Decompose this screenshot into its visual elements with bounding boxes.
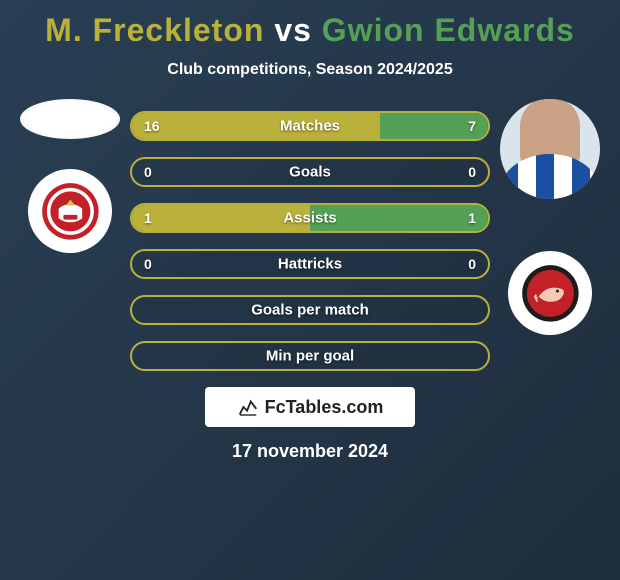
stat-value-right: 0 [468, 164, 476, 180]
player1-name: M. Freckleton [45, 12, 264, 48]
stat-value-left: 0 [144, 164, 152, 180]
avatar-shirt [500, 154, 600, 199]
stat-row: Matches16 7 [130, 111, 490, 141]
branding-text: FcTables.com [265, 397, 384, 418]
stat-label: Hattricks [132, 256, 488, 273]
stat-value-left: 0 [144, 256, 152, 272]
vs-text: vs [274, 12, 312, 48]
player2-club-badge [508, 251, 592, 335]
stats-bars: Matches167Goals00Assists11Hattricks00Goa… [130, 109, 490, 371]
player2-name: Gwion Edwards [322, 12, 575, 48]
stat-label: Min per goal [132, 348, 488, 365]
stat-row: Goals0 0 [130, 157, 490, 187]
subtitle: Club competitions, Season 2024/2025 [10, 61, 610, 79]
chart-icon [237, 396, 259, 418]
player2-avatar [500, 99, 600, 199]
player1-avatar [20, 99, 120, 139]
stat-row: Hattricks0 0 [130, 249, 490, 279]
comparison-card: M. Freckleton vs Gwion Edwards Club comp… [0, 0, 620, 470]
player1-club-badge [28, 169, 112, 253]
stat-value-left: 1 [144, 210, 152, 226]
swindon-badge-icon [41, 182, 100, 241]
stat-value-left: 16 [144, 118, 160, 134]
stat-label: Matches [132, 118, 488, 135]
stat-row: Min per goal [130, 341, 490, 371]
stat-row: Goals per match [130, 295, 490, 325]
stat-label: Assists [132, 210, 488, 227]
stat-label: Goals per match [132, 302, 488, 319]
stat-value-right: 0 [468, 256, 476, 272]
date-text: 17 november 2024 [10, 441, 610, 462]
stat-value-right: 7 [468, 118, 476, 134]
content-area: Matches167Goals00Assists11Hattricks00Goa… [10, 109, 610, 462]
stat-value-right: 1 [468, 210, 476, 226]
stat-row: Assists1 1 [130, 203, 490, 233]
page-title: M. Freckleton vs Gwion Edwards [10, 12, 610, 49]
stat-label: Goals [132, 164, 488, 181]
morecambe-badge-icon [521, 264, 580, 323]
branding-badge: FcTables.com [205, 387, 415, 427]
